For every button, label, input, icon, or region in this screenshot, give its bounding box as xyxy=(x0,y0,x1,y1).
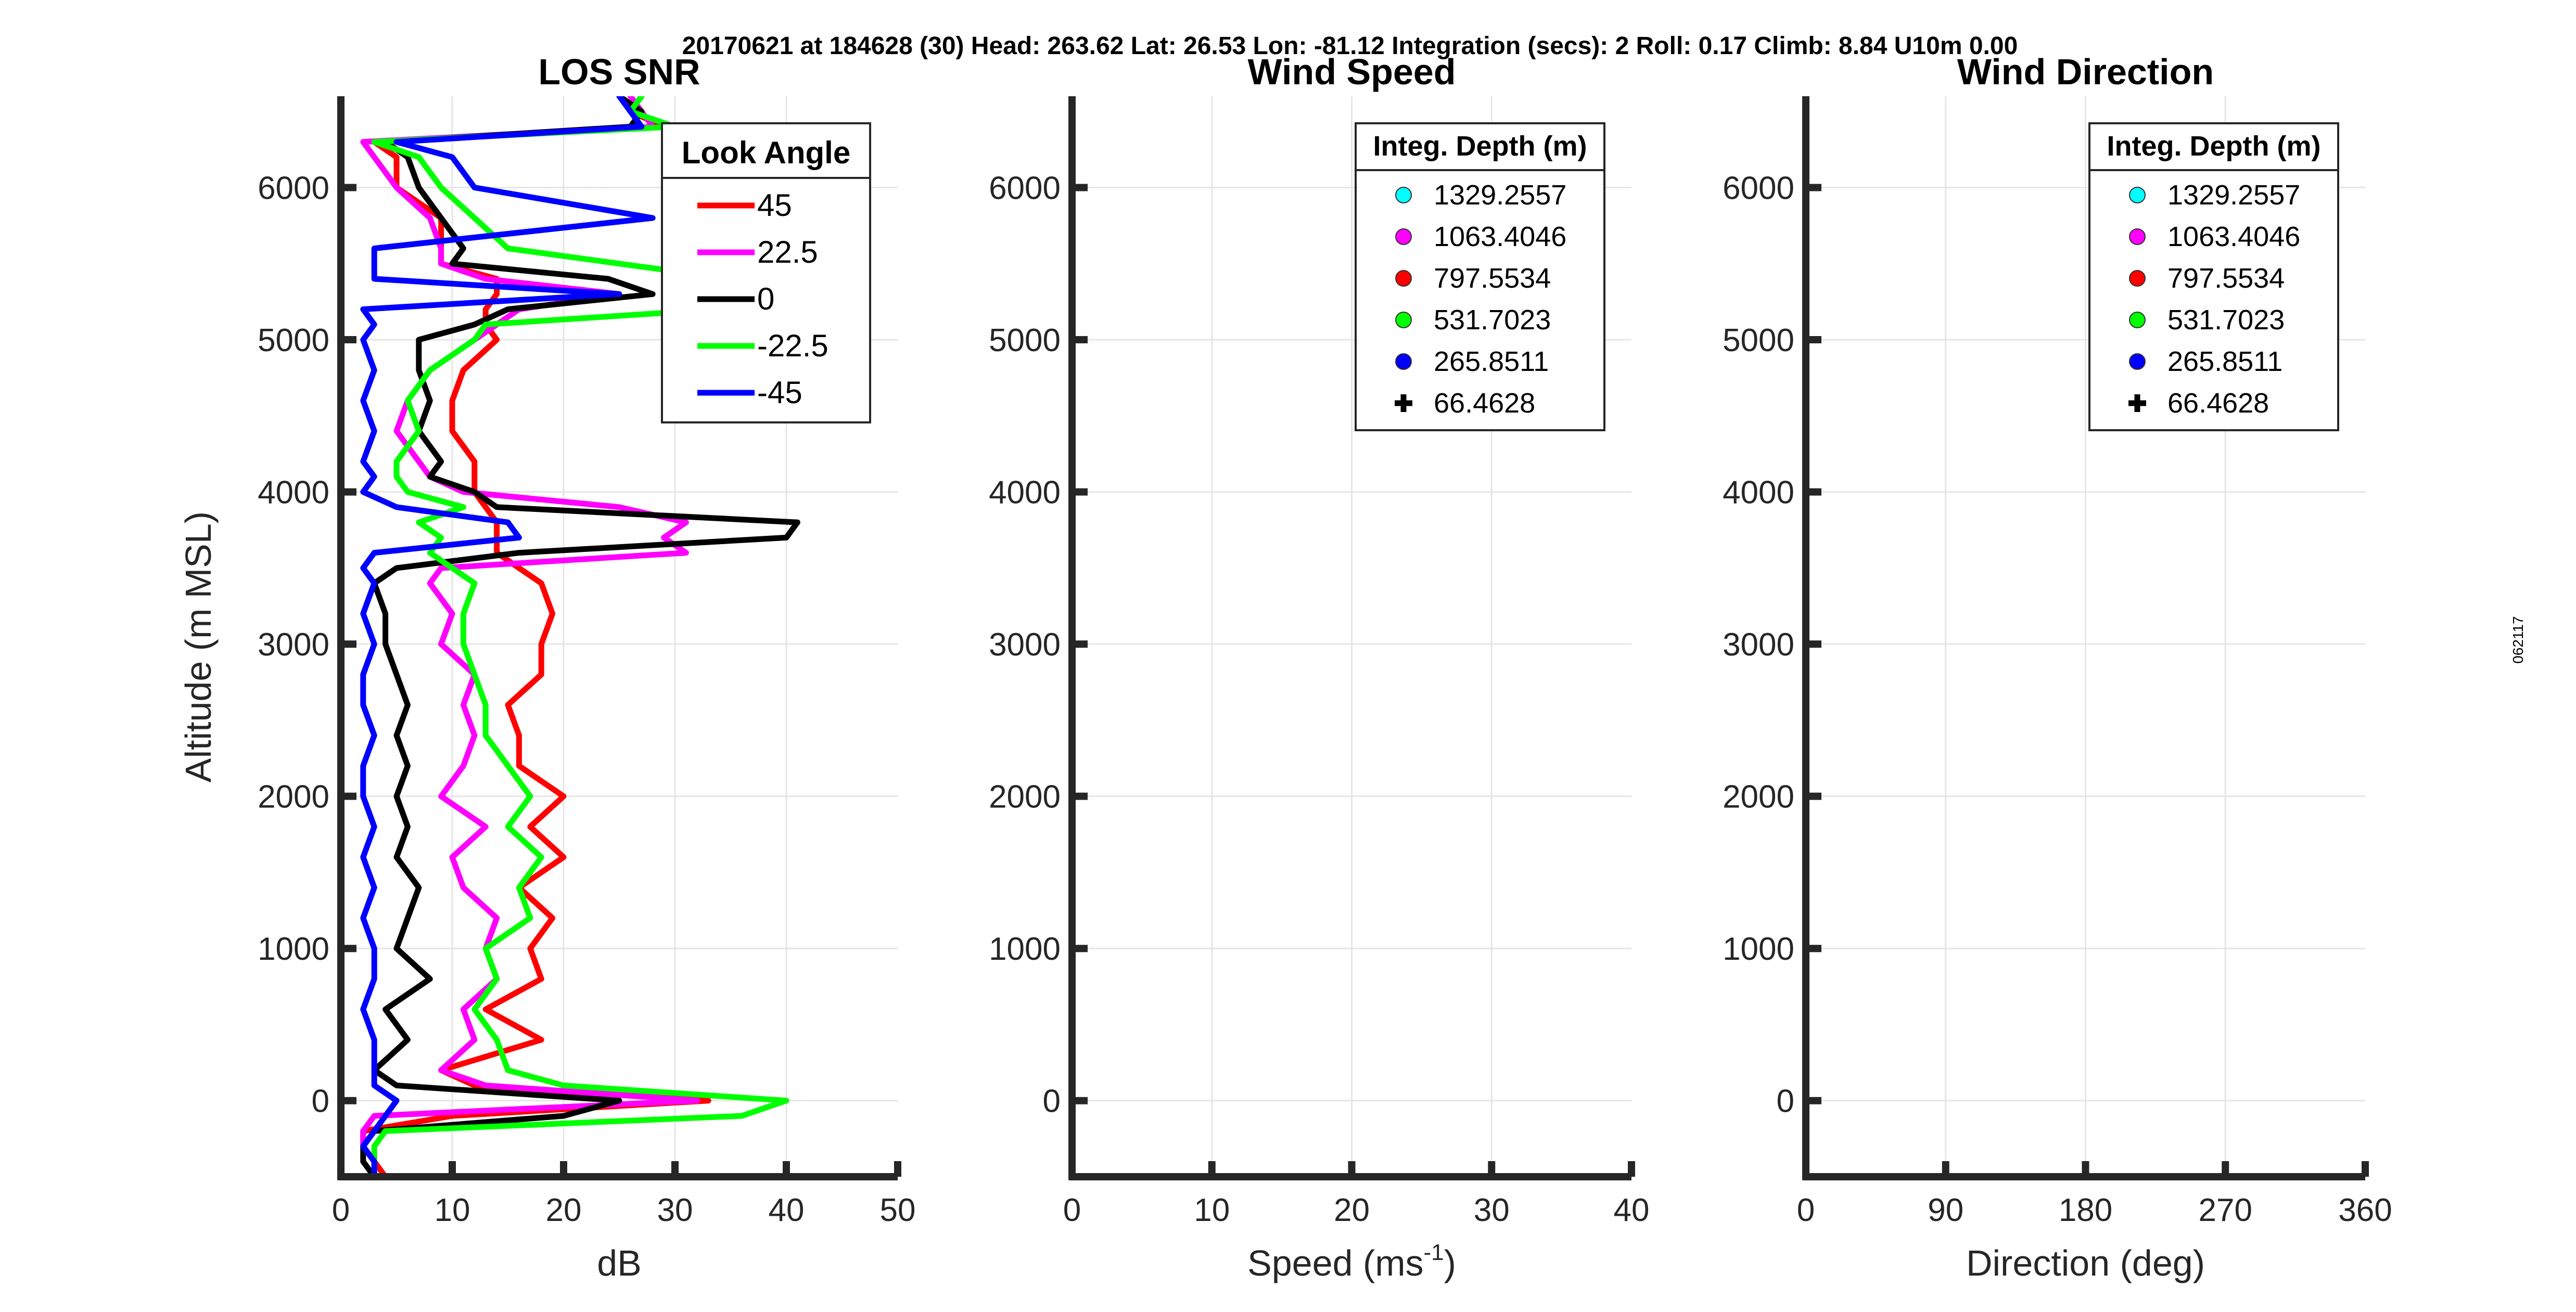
x-axis-label: Direction (deg) xyxy=(1966,1243,2205,1283)
y-tick-label: 2000 xyxy=(989,779,1061,815)
legend-marker-1063.4046 xyxy=(1395,228,1412,245)
y-tick-label: 3000 xyxy=(258,627,329,663)
legend-label-797.5534: 797.5534 xyxy=(2167,263,2285,294)
y-tick-label: 3000 xyxy=(1723,627,1794,663)
y-tick-label: 6000 xyxy=(258,171,329,207)
series-line-22.5 xyxy=(360,96,700,1177)
y-tick-label: 6000 xyxy=(989,171,1061,207)
x-tick-label: 20 xyxy=(546,1192,582,1228)
legend: Integ. Depth (m) 1329.2557 1063.4046 797.55… xyxy=(1355,122,1605,431)
panel-title: Wind Direction xyxy=(1957,52,2214,92)
y-tick-label: 4000 xyxy=(1723,475,1794,511)
legend-title: Look Angle xyxy=(682,135,850,170)
y-tick-label: 5000 xyxy=(989,323,1061,358)
x-tick-label: 40 xyxy=(1614,1192,1650,1228)
x-tick-label: 270 xyxy=(2199,1192,2252,1228)
legend-marker-265.8511 xyxy=(2129,353,2146,370)
series-line--22.5 xyxy=(371,96,789,1177)
x-tick-label: 20 xyxy=(1334,1192,1370,1228)
y-tick-label: 5000 xyxy=(258,323,329,358)
y-tick-label: 0 xyxy=(1043,1084,1061,1120)
legend-title: Integ. Depth (m) xyxy=(1373,131,1587,162)
legend: Look Angle 45 22.5 0 -22.5 -45 xyxy=(661,122,871,423)
side-label: 062117 xyxy=(2510,616,2526,663)
chart-panel-1: 0 10 20 30 40 50 0 1000 2000 3000 4000 5000 6000 LOS … xyxy=(178,52,915,1283)
x-tick-label: 0 xyxy=(332,1192,350,1228)
legend-label--45: -45 xyxy=(757,375,802,410)
legend-label-22.5: 22.5 xyxy=(757,235,818,269)
y-tick-label: 4000 xyxy=(989,475,1061,511)
x-tick-label: 10 xyxy=(435,1192,470,1228)
legend-marker-265.8511 xyxy=(1395,353,1412,370)
legend-marker-1329.2557 xyxy=(1395,187,1412,203)
y-tick-label: 4000 xyxy=(258,475,329,511)
legend-box xyxy=(661,122,871,423)
legend-label--22.5: -22.5 xyxy=(757,328,828,363)
legend-label-797.5534: 797.5534 xyxy=(1434,263,1551,294)
x-tick-label: 30 xyxy=(1474,1192,1510,1228)
legend-marker-66.4628 xyxy=(1395,394,1412,412)
legend-label-1329.2557: 1329.2557 xyxy=(1434,179,1566,211)
x-axis-label-text: Direction (deg) xyxy=(1966,1243,2205,1283)
y-tick-label: 1000 xyxy=(989,931,1061,967)
y-tick-label: 3000 xyxy=(989,627,1061,663)
x-tick-label: 30 xyxy=(657,1192,693,1228)
y-tick-label: 2000 xyxy=(1723,779,1794,815)
legend-marker-531.7023 xyxy=(2129,312,2146,328)
x-tick-label: 0 xyxy=(1063,1192,1081,1228)
legend: Integ. Depth (m) 1329.2557 1063.4046 797.55… xyxy=(2088,122,2339,431)
x-axis-label-superscript: -1 xyxy=(1424,1240,1444,1265)
legend-label-45: 45 xyxy=(757,188,792,223)
legend-marker-66.4628 xyxy=(2128,394,2146,412)
legend-label-265.8511: 265.8511 xyxy=(2167,346,2282,377)
legend-marker-531.7023 xyxy=(1395,312,1412,328)
y-tick-label: 1000 xyxy=(258,931,329,967)
panel-title: LOS SNR xyxy=(538,52,700,92)
y-tick-label: 0 xyxy=(312,1084,329,1120)
x-tick-label: 10 xyxy=(1194,1192,1230,1228)
legend-label-1329.2557: 1329.2557 xyxy=(2167,179,2300,211)
x-tick-label: 90 xyxy=(1928,1192,1963,1228)
x-tick-label: 50 xyxy=(880,1192,916,1228)
series-line-45 xyxy=(360,96,711,1177)
x-tick-label: 0 xyxy=(1797,1192,1815,1228)
y-tick-label: 0 xyxy=(1777,1084,1794,1120)
chart-panel-2: 0 10 20 30 40 0 1000 2000 3000 4000 5000 6000 Wind S… xyxy=(989,52,1649,1283)
legend-marker-797.5534 xyxy=(1395,270,1412,287)
y-axis-label: Altitude (m MSL) xyxy=(178,511,219,782)
y-tick-label: 6000 xyxy=(1723,171,1794,207)
legend-marker-1063.4046 xyxy=(2129,228,2146,245)
legend-label-66.4628: 66.4628 xyxy=(1434,388,1535,419)
x-tick-label: 180 xyxy=(2059,1192,2112,1228)
legend-title: Integ. Depth (m) xyxy=(2107,131,2321,162)
legend-label-66.4628: 66.4628 xyxy=(2167,388,2269,419)
y-tick-label: 5000 xyxy=(1723,323,1794,358)
legend-label-531.7023: 531.7023 xyxy=(1434,304,1551,336)
legend-label-531.7023: 531.7023 xyxy=(2167,304,2285,336)
legend-label-265.8511: 265.8511 xyxy=(1434,346,1549,377)
legend-label-1063.4046: 1063.4046 xyxy=(1434,221,1566,252)
series-line--45 xyxy=(360,96,656,1177)
x-axis-label: dB xyxy=(597,1243,642,1283)
x-tick-label: 40 xyxy=(769,1192,805,1228)
legend-label-0: 0 xyxy=(757,281,774,316)
legend-marker-1329.2557 xyxy=(2129,187,2146,203)
y-tick-label: 2000 xyxy=(258,779,329,815)
x-axis-label-text: Speed (ms xyxy=(1247,1243,1423,1283)
panel-title: Wind Speed xyxy=(1248,52,1456,92)
y-tick-label: 1000 xyxy=(1723,931,1794,967)
figure-suptitle: 20170621 at 184628 (30) Head: 263.62 Lat… xyxy=(682,32,2018,60)
x-axis-label-text: dB xyxy=(597,1243,642,1283)
x-axis-label-end: ) xyxy=(1444,1243,1456,1283)
chart-panel-3: 0 90 180 270 360 0 1000 2000 3000 4000 5000 6000 Win… xyxy=(1723,52,2392,1283)
x-axis-label: Speed (ms-1) xyxy=(1247,1240,1456,1283)
plot-area xyxy=(360,96,800,1177)
x-tick-label: 360 xyxy=(2338,1192,2392,1228)
legend-label-1063.4046: 1063.4046 xyxy=(2167,221,2300,252)
series-line-0 xyxy=(360,96,800,1177)
legend-marker-797.5534 xyxy=(2129,270,2146,287)
